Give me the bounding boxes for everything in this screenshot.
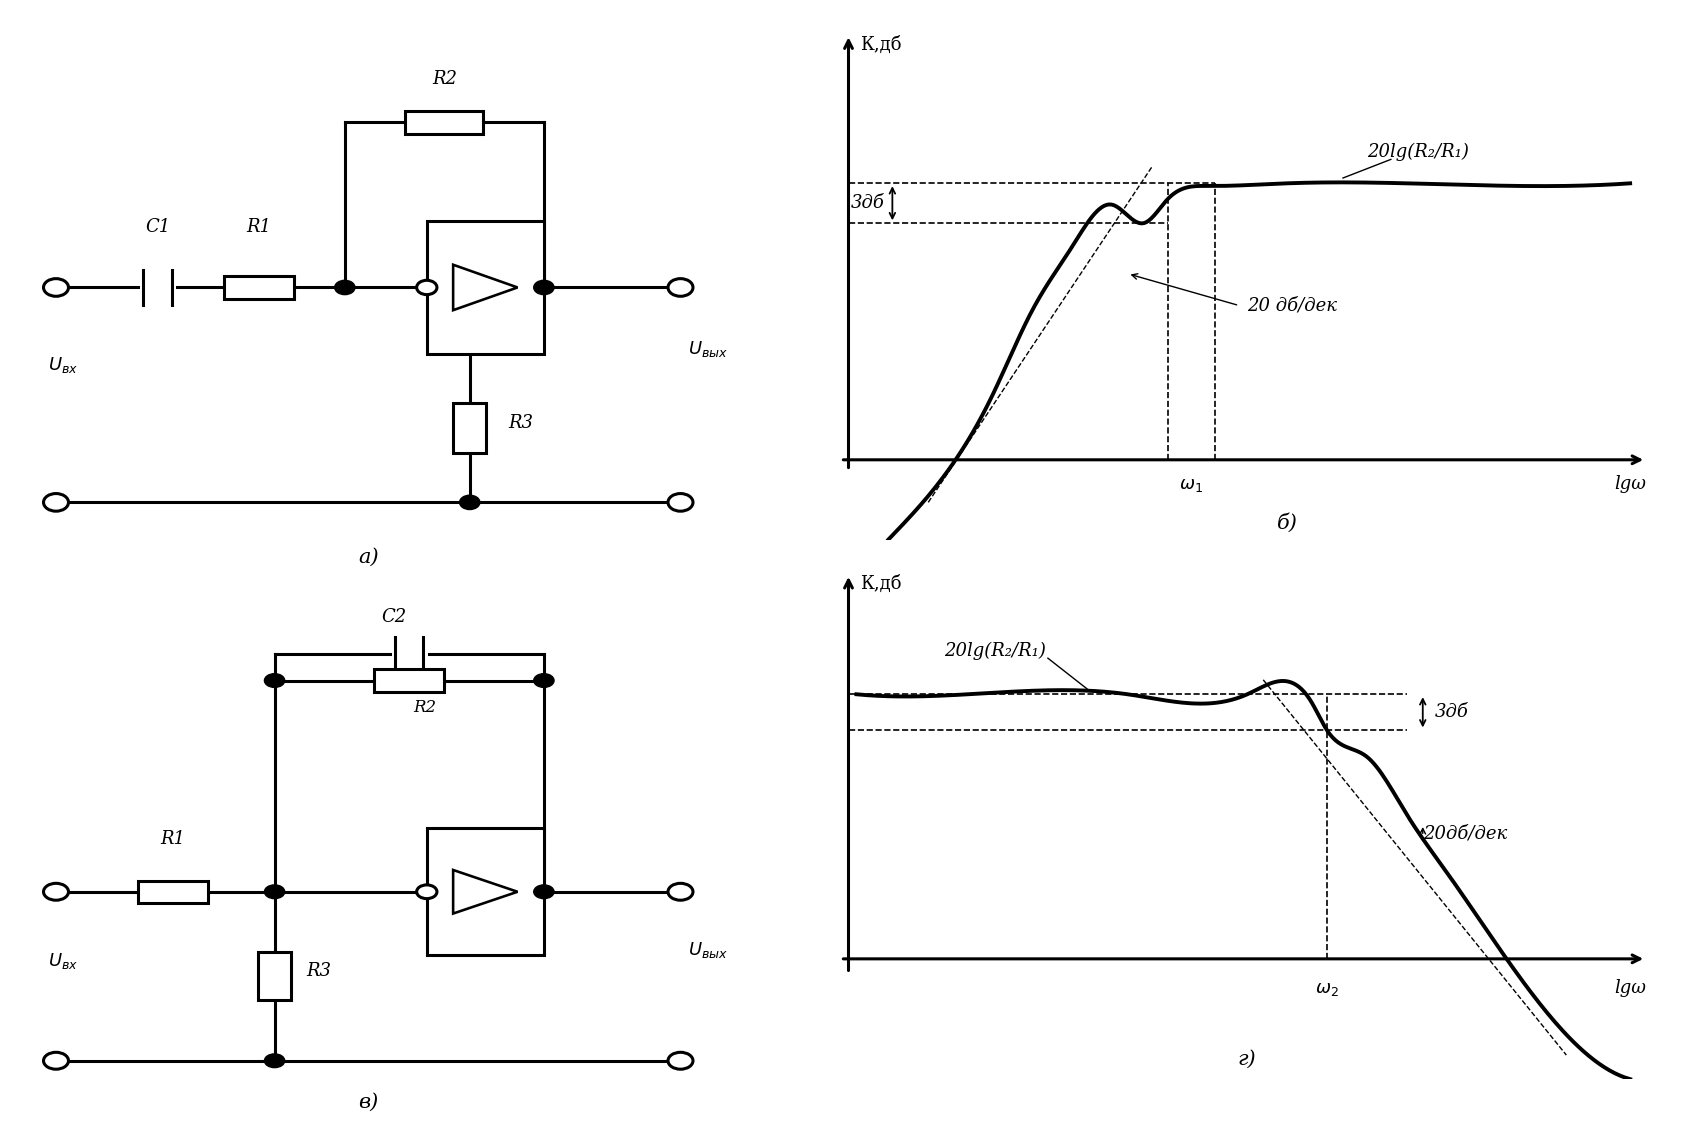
Text: R2: R2 (431, 70, 456, 87)
Circle shape (460, 495, 480, 510)
Text: 20lg(R₂/R₁): 20lg(R₂/R₁) (1368, 142, 1470, 161)
Bar (137, 881, 209, 902)
Text: 3дб: 3дб (850, 194, 884, 212)
Circle shape (44, 883, 68, 900)
Text: C2: C2 (382, 608, 406, 627)
Text: R3: R3 (509, 414, 535, 432)
Bar (428, 222, 543, 354)
Bar (453, 403, 485, 452)
Text: а): а) (358, 548, 378, 567)
Circle shape (334, 280, 355, 295)
Circle shape (669, 279, 692, 296)
Circle shape (44, 279, 68, 296)
Text: lgω: lgω (1614, 978, 1646, 996)
Polygon shape (453, 870, 518, 914)
Circle shape (669, 1053, 692, 1069)
Circle shape (669, 883, 692, 900)
Text: $U_{вх}$: $U_{вх}$ (48, 951, 78, 971)
Text: lgω: lgω (1614, 475, 1646, 492)
Text: б): б) (1276, 513, 1298, 533)
Text: г): г) (1239, 1049, 1256, 1069)
Text: $U_{вых}$: $U_{вых}$ (689, 940, 728, 960)
Circle shape (535, 885, 553, 899)
Bar (224, 276, 294, 298)
Text: $U_{вх}$: $U_{вх}$ (48, 355, 78, 375)
Text: К,дб: К,дб (860, 37, 903, 54)
Circle shape (535, 280, 553, 295)
Circle shape (44, 494, 68, 511)
Text: в): в) (358, 1093, 378, 1112)
Text: 3дб: 3дб (1434, 704, 1468, 721)
Text: $ω_2$: $ω_2$ (1315, 979, 1339, 998)
Circle shape (265, 674, 285, 688)
Circle shape (535, 674, 553, 688)
Text: 20 дб/дек: 20 дб/дек (1247, 297, 1337, 315)
Text: $ω_1$: $ω_1$ (1179, 476, 1203, 494)
Circle shape (417, 885, 436, 899)
Bar (428, 829, 543, 955)
Polygon shape (453, 265, 518, 310)
Circle shape (44, 1053, 68, 1069)
Bar (406, 110, 484, 133)
Text: К,дб: К,дб (860, 574, 903, 592)
Bar (373, 669, 445, 691)
Text: R2: R2 (414, 699, 436, 716)
Text: 20lg(R₂/R₁): 20lg(R₂/R₁) (944, 642, 1045, 660)
Text: 20дб/дек: 20дб/дек (1422, 824, 1507, 843)
Text: C1: C1 (144, 218, 170, 236)
Text: R3: R3 (305, 962, 331, 980)
Circle shape (265, 885, 285, 899)
Circle shape (669, 494, 692, 511)
Bar (258, 953, 290, 1000)
Text: R1: R1 (246, 218, 272, 236)
Text: R1: R1 (161, 830, 185, 848)
Text: $U_{вых}$: $U_{вых}$ (689, 339, 728, 358)
Circle shape (265, 1054, 285, 1068)
Circle shape (417, 280, 436, 295)
